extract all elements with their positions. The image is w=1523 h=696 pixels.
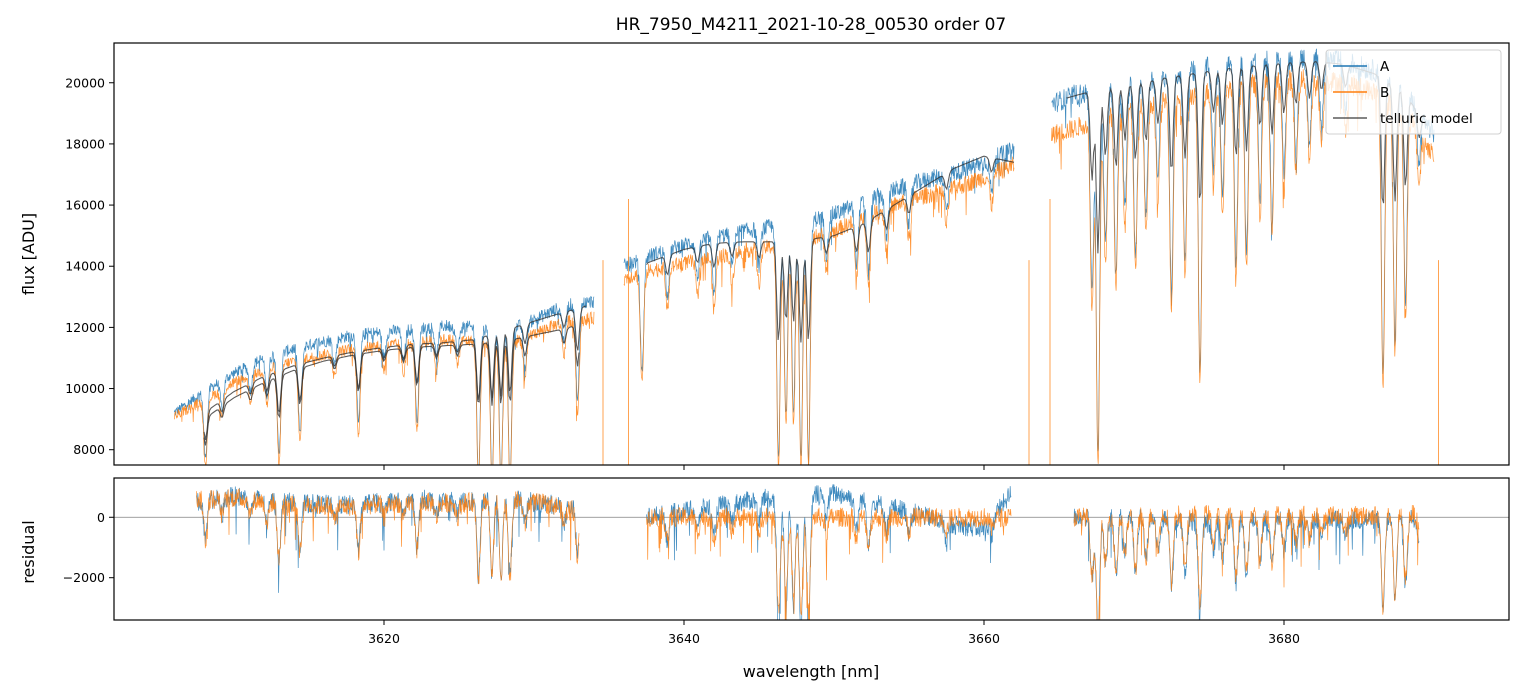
flux-line-b-segment-0: [173, 311, 595, 465]
flux-line-a-segment-0: [173, 295, 595, 465]
legend: A B telluric model: [1325, 49, 1502, 135]
flux-line-a-segment-1: [623, 142, 1015, 465]
flux-y-tick-label: 16000: [65, 198, 105, 213]
flux-y-tick-label: 20000: [65, 75, 105, 90]
flux-y-tick-label: 8000: [73, 442, 105, 457]
residual-y-tick-label: −2000: [63, 570, 105, 585]
flux-y-tick-label: 14000: [65, 259, 105, 274]
flux-line-telluric-model-segment-2: [646, 155, 1015, 343]
residual-line-b-segment-1: [646, 506, 1012, 620]
residual-line-b-segment-2: [1073, 504, 1420, 620]
flux-line-telluric-model-segment-1: [203, 326, 580, 446]
residual-y-ticks: −2000 0: [63, 510, 114, 585]
residual-y-tick-label: 0: [97, 510, 105, 525]
x-tick-label: 3680: [1268, 631, 1300, 646]
flux-y-tick-label: 18000: [65, 136, 105, 151]
flux-y-tick-label: 12000: [65, 320, 105, 335]
flux-panel: 8000 10000 12000 14000 16000 18000 20000 flux …: [19, 42, 1510, 470]
residual-x-ticks: 3620 3640 3660 3680: [368, 620, 1300, 646]
flux-line-telluric-model-segment-0: [203, 305, 587, 440]
chart-title: HR_7950_M4211_2021-10-28_00530 order 07: [616, 15, 1006, 35]
residual-line-a-segment-1: [646, 484, 1012, 620]
x-tick-label: 3620: [368, 631, 400, 646]
residual-y-axis-label: residual: [19, 520, 38, 583]
flux-x-ticks: [383, 465, 1285, 470]
legend-label-model: telluric model: [1380, 111, 1473, 127]
x-axis-label: wavelength [nm]: [743, 662, 880, 681]
legend-label-a: A: [1380, 59, 1390, 75]
flux-y-ticks: 8000 10000 12000 14000 16000 18000 20000: [65, 75, 114, 457]
residual-plot-area: [114, 484, 1509, 620]
legend-label-b: B: [1380, 85, 1389, 101]
x-tick-label: 3660: [968, 631, 1000, 646]
residual-line-b-segment-0: [196, 488, 580, 585]
flux-line-b-segment-1: [623, 156, 1015, 465]
x-tick-label: 3640: [668, 631, 700, 646]
legend-box: [1325, 49, 1502, 135]
flux-y-axis-label: flux [ADU]: [19, 213, 38, 295]
flux-y-tick-label: 10000: [65, 381, 105, 396]
residual-panel: −2000 0 3620 3640 3660 3680 residual: [19, 477, 1510, 646]
flux-panel-frame: [113, 42, 1510, 466]
flux-plot-area: [173, 48, 1439, 465]
residual-panel-frame: [113, 477, 1510, 621]
